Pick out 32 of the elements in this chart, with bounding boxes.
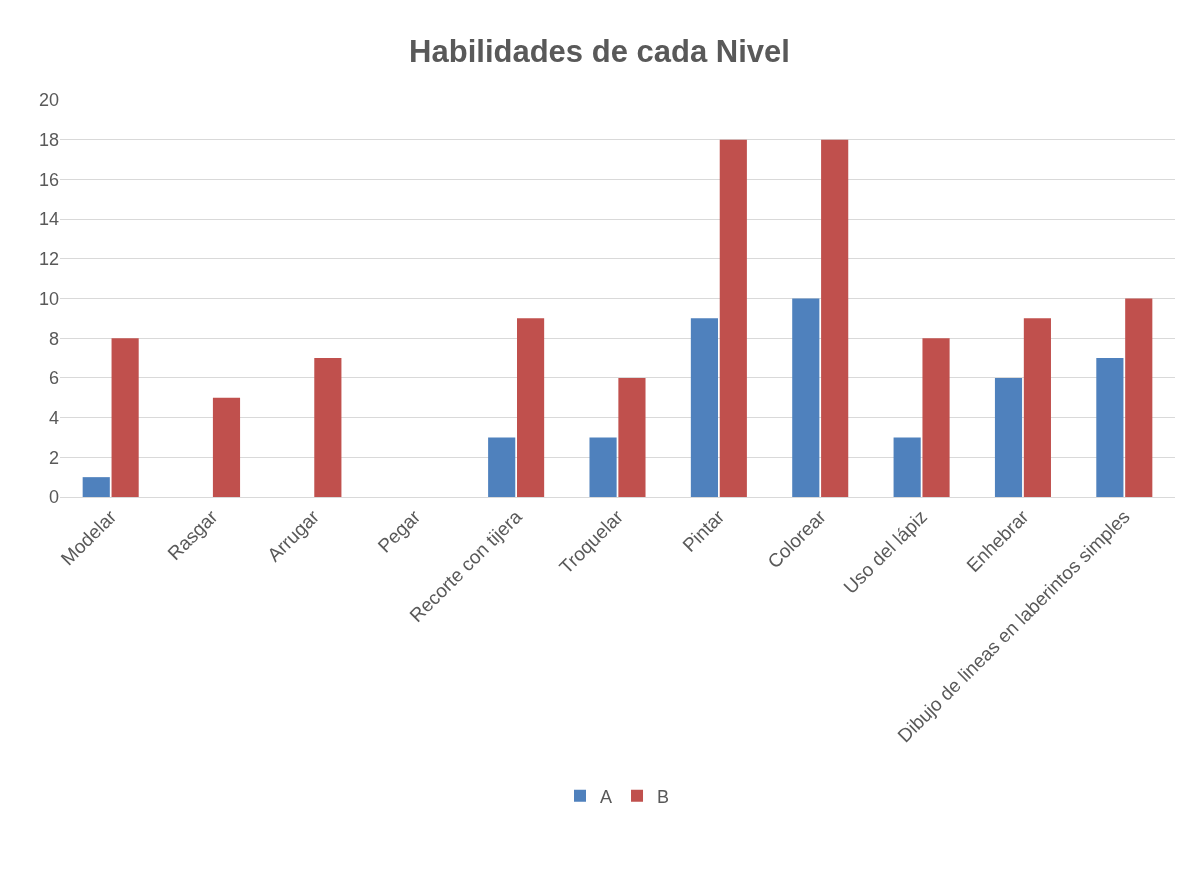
bar: [994, 377, 1023, 497]
y-tick-label: 18: [38, 130, 59, 150]
y-tick-label: 16: [38, 169, 59, 190]
bar: [589, 437, 617, 497]
bar: [1023, 318, 1051, 497]
bar: [618, 377, 646, 497]
bar: [1125, 298, 1153, 497]
y-tick-label: 10: [38, 288, 59, 309]
legend-label: B: [657, 786, 670, 807]
bar: [719, 139, 747, 497]
bar: [212, 397, 241, 497]
y-tick-label: 12: [38, 249, 59, 270]
bar: [488, 437, 516, 497]
bar: [922, 338, 950, 497]
bar: [111, 338, 139, 497]
y-tick-label: 0: [48, 487, 59, 508]
bar: [1096, 358, 1124, 497]
chart-title: Habilidades de cada Nivel: [409, 33, 790, 69]
bar: [314, 358, 342, 497]
y-tick-label: 4: [48, 407, 59, 428]
bar: [517, 318, 545, 497]
bar: [821, 139, 849, 497]
y-tick-label: 8: [48, 328, 59, 349]
y-tick-label: 14: [38, 209, 59, 230]
bar: [792, 298, 820, 497]
y-tick-label: 6: [48, 368, 59, 389]
y-tick-label: 20: [38, 90, 59, 111]
y-tick-label: 2: [48, 447, 59, 468]
bar: [690, 318, 718, 497]
bar: [893, 437, 921, 497]
legend-label: A: [600, 786, 613, 807]
bar: [82, 477, 110, 497]
